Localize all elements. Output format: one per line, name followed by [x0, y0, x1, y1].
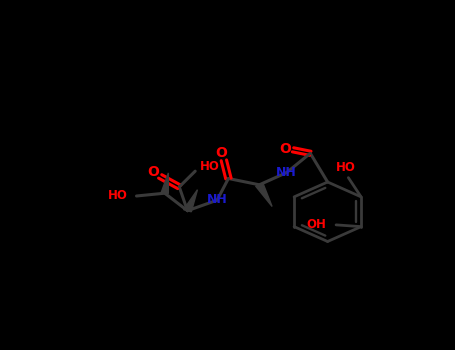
- Text: NH: NH: [207, 193, 228, 206]
- Text: HO: HO: [200, 160, 220, 174]
- Text: O: O: [216, 146, 228, 160]
- Text: NH: NH: [276, 166, 297, 179]
- Text: O: O: [279, 142, 291, 156]
- Text: OH: OH: [306, 218, 326, 231]
- Text: O: O: [147, 164, 159, 178]
- Polygon shape: [161, 173, 168, 194]
- Polygon shape: [184, 190, 197, 212]
- Text: HO: HO: [336, 161, 356, 174]
- Polygon shape: [256, 183, 272, 206]
- Text: HO: HO: [107, 189, 127, 202]
